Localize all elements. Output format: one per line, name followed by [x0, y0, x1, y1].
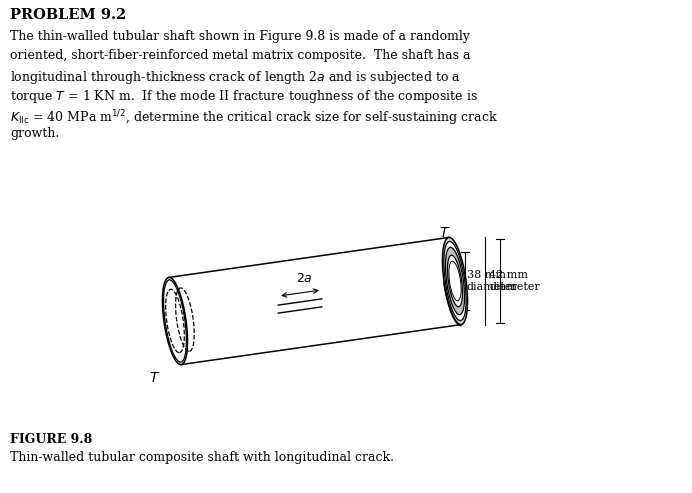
Ellipse shape: [163, 280, 186, 362]
Text: 42 mm
diameter: 42 mm diameter: [489, 270, 540, 292]
Ellipse shape: [442, 238, 468, 324]
Text: torque $T$ = 1 KN m.  If the mode II fracture toughness of the composite is: torque $T$ = 1 KN m. If the mode II frac…: [10, 89, 478, 106]
Text: growth.: growth.: [10, 128, 60, 141]
Text: $T$: $T$: [439, 226, 450, 240]
Ellipse shape: [448, 255, 462, 307]
Text: $T$: $T$: [149, 371, 161, 385]
Text: Thin-walled tubular composite shaft with longitudinal crack.: Thin-walled tubular composite shaft with…: [10, 451, 394, 464]
Ellipse shape: [444, 242, 466, 320]
Text: 38 mm
diameter: 38 mm diameter: [467, 270, 518, 292]
Ellipse shape: [449, 261, 461, 301]
Ellipse shape: [165, 289, 184, 352]
Ellipse shape: [446, 247, 464, 315]
Ellipse shape: [163, 278, 188, 365]
Text: $2a$: $2a$: [295, 272, 312, 285]
Text: longitudinal through-thickness crack of length 2$a$ and is subjected to a: longitudinal through-thickness crack of …: [10, 69, 461, 86]
Text: oriented, short-fiber-reinforced metal matrix composite.  The shaft has a: oriented, short-fiber-reinforced metal m…: [10, 49, 471, 63]
Text: $K_{\rm IIc}$ = 40 MPa m$^{1/2}$, determine the critical crack size for self-sus: $K_{\rm IIc}$ = 40 MPa m$^{1/2}$, determ…: [10, 108, 498, 128]
Text: FIGURE 9.8: FIGURE 9.8: [10, 433, 92, 446]
Text: The thin-walled tubular shaft shown in Figure 9.8 is made of a randomly: The thin-walled tubular shaft shown in F…: [10, 30, 470, 43]
Text: PROBLEM 9.2: PROBLEM 9.2: [10, 8, 126, 22]
